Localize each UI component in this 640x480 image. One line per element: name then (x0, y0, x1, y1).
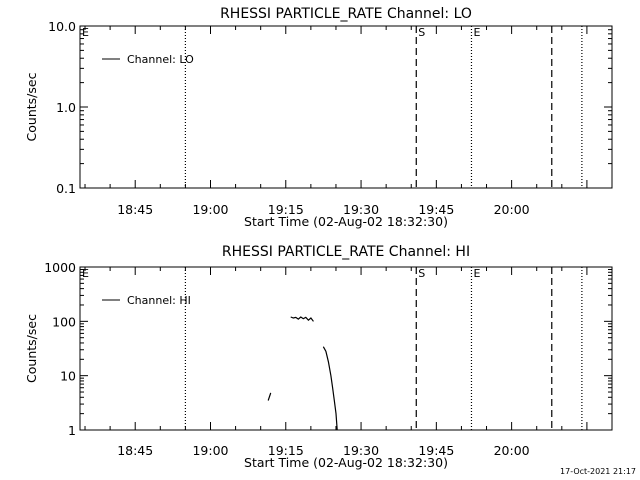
event-marker-label: E (473, 267, 480, 280)
data-point (335, 413, 337, 414)
y-tick-label: 1 (68, 423, 76, 438)
plot-area-frame (79, 266, 613, 431)
x-tick-label: 19:30 (343, 443, 379, 458)
data-point (313, 321, 314, 322)
data-point (325, 351, 327, 352)
y-axis-label: Counts/sec (24, 72, 39, 141)
panel-0: RHESSI PARTICLE_RATE Channel: LO 18:45 19:… (24, 6, 613, 229)
plot-area-frame (79, 25, 613, 189)
legend-label: Channel: HI (127, 294, 191, 307)
x-tick-label: 19:30 (343, 202, 379, 217)
event-marker-label: S (418, 267, 425, 280)
x-tick-label: 19:45 (418, 202, 454, 217)
data-point (332, 387, 333, 389)
data-point (310, 317, 312, 319)
plot-timestamp: 17-Oct-2021 21:17 (560, 467, 636, 476)
y-tick-label: 10 (60, 369, 76, 384)
data-point (336, 429, 338, 431)
x-tick-label: 20:00 (494, 202, 530, 217)
data-point (303, 318, 304, 320)
data-point (267, 400, 269, 401)
y-tick-label: 100 (52, 314, 76, 329)
data-point (300, 316, 302, 318)
y-tick-label: 10.0 (48, 19, 76, 34)
series-line-segment (290, 316, 314, 322)
chart-title: RHESSI PARTICLE_RATE Channel: HI (222, 244, 470, 260)
event-marker-label: S (418, 26, 425, 39)
y-tick-label: 1.0 (56, 100, 76, 115)
x-tick-label: 19:00 (192, 202, 228, 217)
x-tick-label: 18:45 (117, 443, 153, 458)
y-tick-label: 1000 (44, 260, 76, 275)
x-tick-label: 19:15 (268, 443, 304, 458)
data-point (334, 400, 335, 401)
edge-marker-label: E (82, 267, 89, 280)
x-tick-label: 19:00 (192, 443, 228, 458)
data-point (293, 317, 294, 319)
y-tick-label: 0.1 (56, 181, 76, 196)
data-point (298, 318, 299, 320)
data-point (270, 392, 272, 394)
x-axis-label: Start Time (02-Aug-02 18:32:30) (244, 214, 448, 229)
legend-label: Channel: LO (127, 53, 194, 66)
x-tick-label: 20:00 (494, 443, 530, 458)
data-point (290, 316, 292, 318)
edge-marker-label: E (82, 26, 89, 39)
x-tick-label: 18:45 (117, 202, 153, 217)
x-tick-label: 19:45 (418, 443, 454, 458)
panel-1: RHESSI PARTICLE_RATE Channel: HI 18:45 19:… (24, 244, 613, 470)
series-line-segment (267, 392, 272, 401)
data-point (305, 317, 307, 318)
y-axis-label: Counts/sec (24, 314, 39, 383)
data-point (323, 346, 324, 348)
data-point (308, 319, 309, 321)
series-line-segment (322, 346, 338, 431)
data-point (328, 361, 329, 363)
event-marker-label: E (473, 26, 480, 39)
x-axis-label: Start Time (02-Aug-02 18:32:30) (244, 455, 448, 470)
x-tick-label: 19:15 (268, 202, 304, 217)
chart-title: RHESSI PARTICLE_RATE Channel: LO (220, 6, 472, 22)
data-point (295, 317, 297, 318)
data-point (330, 375, 332, 377)
